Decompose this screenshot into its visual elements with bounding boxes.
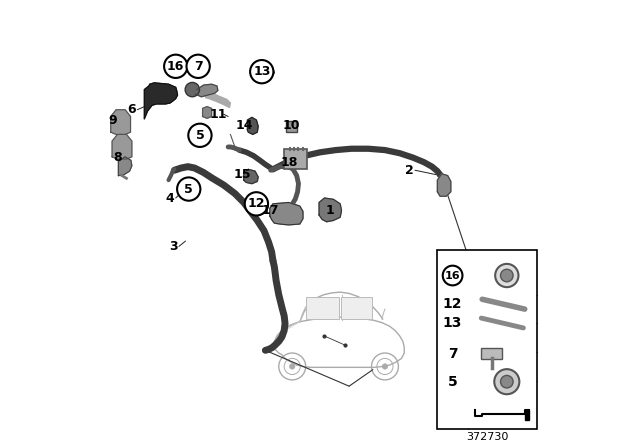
Text: 2: 2 [405, 164, 414, 177]
Polygon shape [270, 202, 303, 225]
Circle shape [185, 82, 200, 97]
Polygon shape [248, 117, 258, 134]
FancyBboxPatch shape [286, 121, 297, 132]
Text: 18: 18 [281, 155, 298, 169]
Circle shape [248, 195, 268, 215]
Text: 13: 13 [253, 65, 271, 78]
Circle shape [180, 181, 198, 199]
Circle shape [185, 186, 193, 194]
Polygon shape [244, 169, 258, 184]
Polygon shape [145, 83, 177, 119]
Polygon shape [112, 134, 132, 159]
Text: 372730: 372730 [466, 432, 508, 442]
Circle shape [191, 126, 209, 144]
FancyBboxPatch shape [341, 297, 372, 319]
Circle shape [382, 364, 388, 369]
Circle shape [177, 177, 200, 201]
Text: 10: 10 [282, 119, 300, 132]
Polygon shape [118, 157, 132, 176]
Text: 3: 3 [169, 240, 177, 253]
Text: 17: 17 [261, 204, 278, 217]
Polygon shape [261, 66, 275, 78]
Circle shape [443, 266, 463, 285]
Circle shape [250, 60, 273, 83]
Text: 7: 7 [194, 60, 202, 73]
Text: 12: 12 [248, 197, 265, 211]
Text: 12: 12 [443, 297, 462, 311]
Circle shape [196, 131, 204, 139]
Circle shape [188, 124, 212, 147]
Text: 16: 16 [167, 60, 184, 73]
Polygon shape [203, 107, 212, 118]
Text: 5: 5 [448, 375, 458, 389]
Circle shape [494, 369, 520, 394]
Circle shape [500, 269, 513, 282]
Circle shape [164, 55, 188, 78]
Text: 8: 8 [113, 151, 122, 164]
FancyBboxPatch shape [306, 297, 339, 319]
Polygon shape [319, 198, 342, 222]
Circle shape [500, 375, 513, 388]
FancyBboxPatch shape [284, 149, 307, 169]
FancyBboxPatch shape [437, 250, 537, 429]
Polygon shape [195, 84, 218, 97]
Polygon shape [437, 174, 451, 196]
Text: 9: 9 [109, 114, 117, 128]
Text: 15: 15 [234, 168, 251, 181]
Circle shape [495, 264, 518, 287]
Text: 4: 4 [166, 191, 174, 205]
Circle shape [244, 192, 268, 215]
Polygon shape [204, 93, 230, 108]
Text: 6: 6 [127, 103, 136, 116]
Circle shape [253, 200, 262, 209]
Text: 11: 11 [209, 108, 227, 121]
Text: 5: 5 [196, 129, 204, 142]
Polygon shape [525, 410, 529, 420]
Text: 16: 16 [445, 271, 460, 280]
Text: 1: 1 [326, 204, 334, 217]
Text: 14: 14 [235, 119, 253, 132]
Circle shape [186, 55, 210, 78]
Circle shape [289, 364, 295, 369]
FancyBboxPatch shape [481, 348, 502, 359]
Polygon shape [111, 110, 131, 134]
Text: 13: 13 [443, 315, 462, 330]
Text: 5: 5 [184, 182, 193, 196]
Text: 7: 7 [448, 347, 458, 361]
